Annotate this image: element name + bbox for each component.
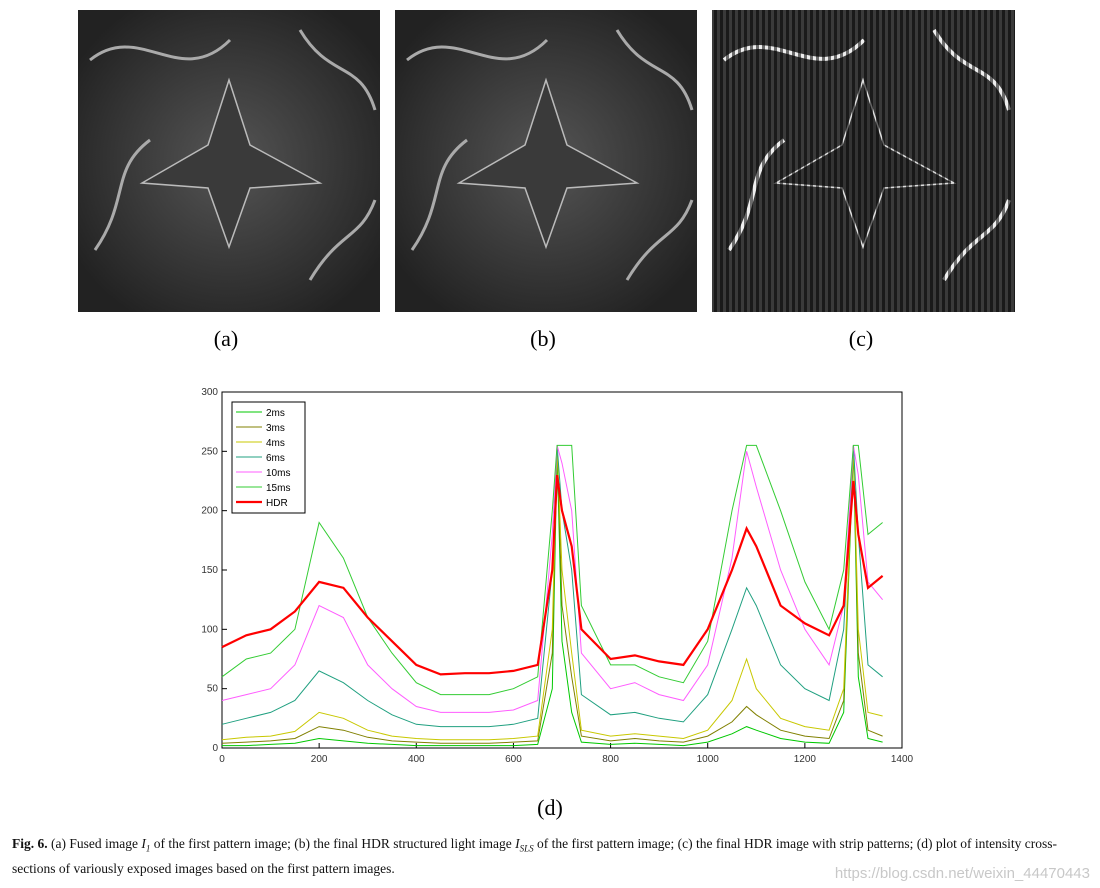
legend-label: HDR (266, 498, 288, 509)
chart: 0 50 100 150 200 250 300 0 200 400 600 800 1000 1200 1… (201, 387, 913, 765)
series-line (221, 445, 883, 728)
caption-math: I (141, 836, 146, 851)
series-line (221, 445, 883, 713)
x-tick-label: 800 (602, 754, 619, 765)
y-tick-label: 100 (201, 624, 218, 635)
caption-label: Fig. 6. (12, 836, 48, 851)
y-tick-label: 200 (201, 506, 218, 517)
x-tick-label: 600 (505, 754, 522, 765)
caption-text: of the first pattern image; (b) the fina… (150, 836, 516, 851)
panel-label: (c) (849, 326, 873, 351)
y-tick-label: 150 (201, 565, 218, 576)
image-a (78, 10, 380, 312)
legend-label: 4ms (266, 438, 285, 449)
legend-label: 2ms (266, 408, 285, 419)
x-tick-label: 400 (408, 754, 425, 765)
image-b (395, 10, 697, 312)
figure: (a) (b) (c) 0 50 100 150 200 250 300 0 200 400 600… (78, 10, 1015, 820)
x-tick-label: 0 (219, 754, 225, 765)
panel-label: (a) (214, 326, 238, 351)
caption-math: 1 (145, 843, 151, 854)
panel-label: (b) (530, 326, 556, 351)
caption-text: (a) Fused image (47, 836, 142, 851)
series-line (221, 445, 883, 741)
panel-label: (d) (537, 795, 563, 820)
series-line (221, 474, 884, 676)
series-line (222, 451, 883, 747)
caption-math: I (515, 836, 520, 851)
x-tick-label: 1400 (891, 754, 914, 765)
y-tick-label: 0 (212, 743, 218, 754)
watermark: https://blog.csdn.net/weixin_44470443 (834, 865, 1090, 882)
y-tick-label: 300 (201, 387, 218, 398)
series-line (221, 445, 883, 744)
x-tick-label: 200 (311, 754, 328, 765)
y-tick-label: 250 (201, 446, 218, 457)
x-tick-label: 1200 (794, 754, 817, 765)
image-c (712, 10, 1015, 312)
legend-label: 6ms (266, 453, 285, 464)
legend-label: 10ms (266, 468, 290, 479)
legend-label: 15ms (266, 483, 290, 494)
series-line (221, 444, 883, 696)
caption: Fig. 6. (a) Fused image I1 of the first … (12, 834, 1092, 878)
legend-label: 3ms (266, 423, 285, 434)
y-tick-label: 50 (207, 684, 219, 695)
x-tick-label: 1000 (697, 754, 720, 765)
caption-text: of the first pattern image; (c) the fina… (12, 836, 1058, 876)
caption-math: SLS (519, 843, 534, 854)
